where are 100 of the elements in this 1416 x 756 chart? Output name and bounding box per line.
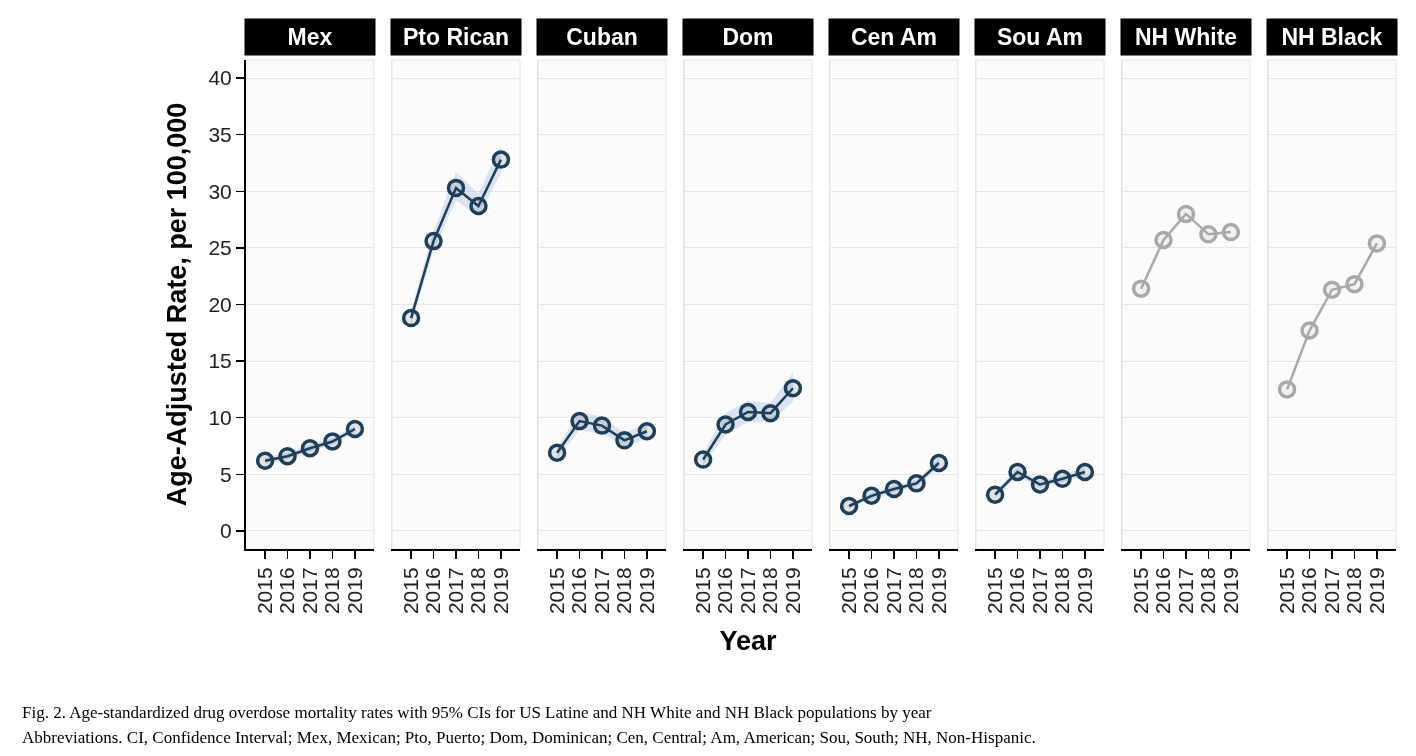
x-tick-label: 2018: [320, 567, 344, 615]
y-tick-label: 35: [208, 123, 232, 147]
chart-title: NH White: [1134, 24, 1238, 50]
y-tick-label: 15: [208, 349, 232, 373]
point: [491, 150, 511, 169]
x-tick-label: 2017: [735, 567, 759, 615]
point: [929, 453, 949, 473]
x-tick-label: 2016: [1297, 567, 1321, 615]
chart-title: Cen Am: [850, 24, 938, 50]
x-tick-label: 2018: [1196, 567, 1220, 615]
point: [469, 196, 488, 216]
chart-title: Cuban: [566, 24, 638, 50]
point: [255, 451, 275, 470]
point: [738, 402, 758, 422]
chart-title: Sou Am: [996, 24, 1084, 50]
chart-title: NH Black: [1281, 24, 1383, 50]
point: [1075, 462, 1095, 482]
point: [1277, 380, 1297, 399]
x-tick-label: 2016: [1151, 567, 1175, 615]
point: [637, 422, 657, 441]
point: [1199, 225, 1218, 244]
point: [1154, 230, 1173, 250]
x-tick-label: 2015: [1274, 567, 1298, 615]
point: [1322, 280, 1342, 300]
x-tick-label: 2016: [859, 567, 883, 615]
point: [615, 431, 634, 450]
x-tick-label: 2017: [297, 567, 321, 615]
x-tick-label: 2019: [342, 567, 366, 615]
y-tick-label: 10: [208, 406, 232, 430]
x-tick-label: 2015: [252, 567, 276, 615]
x-tick-label: 2016: [275, 567, 299, 615]
x-tick-label: 2019: [1218, 567, 1242, 615]
x-tick-label: 2017: [1173, 567, 1197, 615]
point: [424, 231, 443, 251]
x-tick-label: 2019: [1364, 567, 1388, 615]
point: [761, 403, 780, 423]
x-tick-label: 2018: [904, 567, 928, 615]
point: [278, 446, 297, 466]
point: [592, 416, 612, 435]
point: [985, 485, 1005, 504]
x-tick-label: 2016: [567, 567, 591, 615]
x-tick-label: 2016: [421, 567, 445, 615]
point: [716, 415, 735, 434]
x-tick-label: 2018: [758, 567, 782, 615]
x-tick-label: 2019: [926, 567, 950, 615]
point: [323, 432, 342, 451]
x-tick-label: 2018: [612, 567, 636, 615]
x-tick-label: 2015: [398, 567, 422, 615]
point: [1030, 475, 1050, 494]
y-tick-label: 20: [208, 292, 232, 316]
text: Abbreviations. CI, Confidence Interval; Mex, Mexican; Pto, Puerto; Dom, Dominican; Cen, Central; Am, American; Sou, South; NH, Non-Hispanic.: [22, 727, 1036, 749]
y-tick-label: 40: [208, 66, 232, 90]
point: [446, 178, 466, 198]
point: [1053, 469, 1072, 489]
point: [693, 450, 713, 469]
y-tick-label: 30: [208, 179, 232, 203]
point: [1131, 279, 1151, 298]
chart-title: Pto Rican: [402, 24, 510, 50]
x-tick-label: 2019: [634, 567, 658, 615]
point: [907, 474, 926, 493]
point: [884, 479, 904, 499]
point: [1176, 204, 1196, 224]
caption: Fig. 2. Age-standardized drug overdose mortality rates with 95% CIs for US Latine and NH White and NH Black populations by year: [22, 702, 933, 724]
x-tick-label: 2019: [780, 567, 804, 615]
x-tick-label: 2016: [713, 567, 737, 615]
chart-title: Mex: [287, 24, 333, 50]
x-tick-label: 2017: [1319, 567, 1343, 615]
x-tick-label: 2015: [836, 567, 860, 615]
x-tick-label: 2017: [1027, 567, 1051, 615]
y-tick-label: 25: [208, 236, 232, 260]
y-tick-label: 0: [220, 519, 232, 543]
y-tick-label: 5: [220, 462, 232, 486]
point: [1345, 274, 1364, 294]
point: [1367, 234, 1387, 253]
point: [401, 308, 421, 328]
x-tick-label: 2019: [488, 567, 512, 615]
x-tick-label: 2019: [1072, 567, 1096, 615]
x-tick-label: 2018: [1050, 567, 1074, 615]
point: [345, 419, 365, 439]
point: [1008, 462, 1027, 482]
point: [300, 439, 320, 458]
x-tick-label: 2017: [589, 567, 613, 615]
x-tick-label: 2015: [1128, 567, 1152, 615]
x-tick-label: 2017: [443, 567, 467, 615]
point: [862, 486, 881, 506]
x-tick-label: 2016: [1005, 567, 1029, 615]
x-tick-label: 2015: [690, 567, 714, 615]
y-axis-title: Age-Adjusted Rate, per 100,000: [161, 102, 192, 507]
point: [1221, 222, 1241, 242]
x-tick-label: 2017: [881, 567, 905, 615]
point: [547, 443, 567, 463]
x-tick-label: 2018: [466, 567, 490, 615]
chart-title: Dom: [722, 24, 774, 50]
point: [783, 379, 803, 398]
x-axis-title: Year: [719, 626, 778, 657]
point: [839, 496, 859, 516]
point: [1300, 321, 1319, 340]
x-tick-label: 2015: [982, 567, 1006, 615]
x-tick-label: 2018: [1342, 567, 1366, 615]
x-tick-label: 2015: [544, 567, 568, 615]
